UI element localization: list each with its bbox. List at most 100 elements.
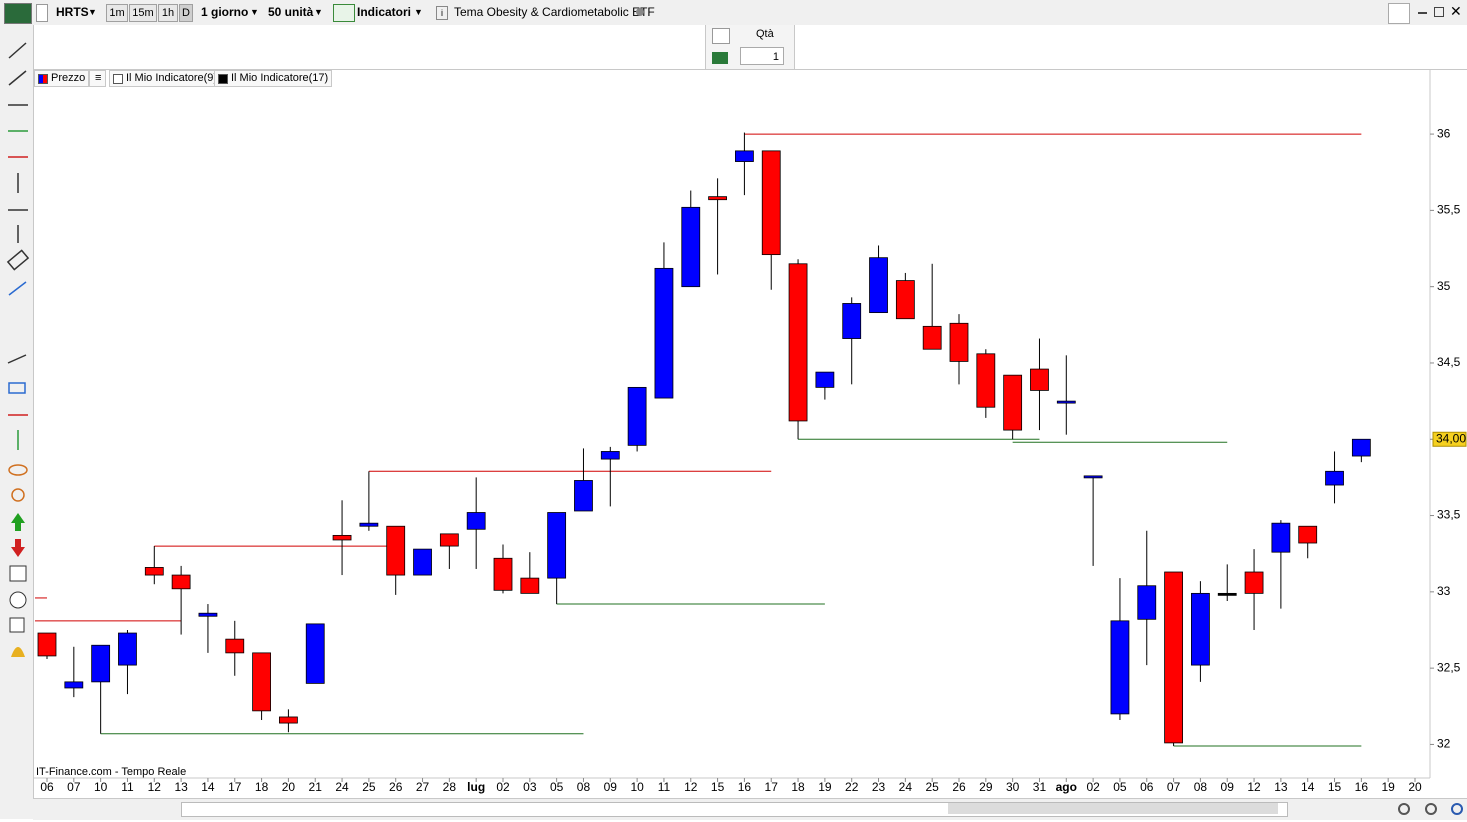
y-tick-label: 33,5 <box>1437 508 1461 522</box>
x-tick-label: 08 <box>1194 780 1208 794</box>
x-tick-label: 16 <box>1355 780 1369 794</box>
tool-trend[interactable] <box>8 281 27 296</box>
x-tick-label: 02 <box>496 780 510 794</box>
y-tick-label: 32 <box>1437 737 1451 751</box>
x-tick-label: 07 <box>67 780 81 794</box>
legend-swatch <box>218 74 228 84</box>
x-tick-label: 13 <box>174 780 188 794</box>
x-tick-label: 24 <box>899 780 913 794</box>
settings-icon[interactable] <box>712 28 730 44</box>
source-label: IT-Finance.com - Tempo Reale <box>36 766 186 778</box>
zoom-in[interactable] <box>1451 803 1463 815</box>
legend-menu[interactable]: ≡ <box>89 70 106 87</box>
legend-swatch <box>113 74 123 84</box>
tool-text[interactable] <box>9 565 27 582</box>
zoom-out[interactable] <box>1398 803 1410 815</box>
interval-button[interactable]: 1m <box>106 4 128 22</box>
x-tick-label: 25 <box>362 780 376 794</box>
candle-body <box>386 525 406 576</box>
x-tick-label: 11 <box>658 780 671 794</box>
tool-rect[interactable] <box>8 382 26 394</box>
y-tick-label: 35,5 <box>1437 203 1461 217</box>
x-tick-label: 14 <box>1301 780 1315 794</box>
x-tick-label: 19 <box>818 780 832 794</box>
units-select[interactable]: 50 unità <box>268 5 314 19</box>
y-tick-label: 32,5 <box>1437 660 1461 674</box>
candle-body <box>279 716 298 724</box>
x-tick-label: 11 <box>121 780 134 794</box>
tool-icons <box>6 42 30 657</box>
chart: IT-Finance.com - Tempo Reale 32 32,5 33 33,… <box>33 70 1467 794</box>
tool-ray[interactable] <box>8 70 27 86</box>
candle-body <box>574 480 593 512</box>
x-tick-label: 23 <box>872 780 886 794</box>
keypad-icon[interactable] <box>712 52 728 64</box>
tool-ruler[interactable] <box>6 249 30 271</box>
tool-alert[interactable] <box>11 647 25 657</box>
drawing-toolbar <box>0 25 34 819</box>
candle-body <box>1244 571 1264 594</box>
candle-body <box>144 567 164 576</box>
legend-entry[interactable]: Il Mio Indicatore(9) <box>109 70 222 87</box>
candle-body <box>1271 522 1291 553</box>
candle-body <box>976 353 996 408</box>
tool-pencil[interactable] <box>7 354 27 364</box>
dropdown-arrow: ▼ <box>414 7 423 17</box>
candle-body <box>735 150 754 162</box>
refresh-button[interactable] <box>1388 3 1410 24</box>
order-panel: Qtà 1 <box>705 25 795 69</box>
instrument-name: Tema Obesity & Cardiometabolic ETF <box>454 5 655 19</box>
tool-text-bubble[interactable] <box>9 591 27 609</box>
scroll-thumb[interactable] <box>948 803 1278 814</box>
candle-body <box>252 652 271 712</box>
interval-button[interactable]: D <box>179 4 193 22</box>
legend-entry[interactable]: Il Mio Indicatore(17) <box>214 70 333 87</box>
maximize-button[interactable] <box>1434 7 1444 17</box>
period-select[interactable]: 1 giorno <box>201 5 249 19</box>
top-toolbar: HRTS ▼ 1m 15m 1h D 1 giorno ▼ 50 unità ▼… <box>0 0 1467 26</box>
candle-body <box>895 280 915 320</box>
legend-entry[interactable]: Prezzo <box>34 70 90 87</box>
info-icon[interactable]: i <box>436 6 448 20</box>
candle-body <box>1056 400 1076 404</box>
candle-body <box>922 325 942 350</box>
minimize-button[interactable] <box>1418 12 1427 14</box>
candle-body <box>1110 620 1130 715</box>
legend-label: Il Mio Indicatore(9) <box>126 72 218 84</box>
close-button[interactable]: ✕ <box>1450 3 1462 19</box>
interval-button[interactable]: 15m <box>129 4 157 22</box>
indicators-button[interactable]: Indicatori <box>357 5 412 19</box>
app-logo[interactable] <box>4 3 32 24</box>
tool-arrow-up[interactable] <box>11 513 25 531</box>
indicators-icon[interactable] <box>333 4 355 22</box>
symbol-select[interactable]: HRTS <box>56 5 89 19</box>
tool-line[interactable] <box>8 42 27 59</box>
candle-body <box>600 451 620 460</box>
x-tick-label: 07 <box>1167 780 1181 794</box>
candle-body <box>1191 592 1210 666</box>
quantity-input[interactable]: 1 <box>740 47 784 65</box>
x-tick-label: 15 <box>1328 780 1342 794</box>
y-tick-label: 36 <box>1437 126 1451 140</box>
candle-body <box>1325 470 1344 486</box>
x-tick-label: 15 <box>711 780 725 794</box>
tool-arrow-down[interactable] <box>11 539 25 557</box>
candle-body <box>1137 585 1157 620</box>
zoom-out-2[interactable] <box>1425 803 1437 815</box>
tool-circle[interactable] <box>11 488 25 502</box>
candle-body <box>869 257 888 314</box>
tool-ellipse[interactable] <box>8 464 28 476</box>
x-tick-label: 09 <box>1221 780 1235 794</box>
candle-body <box>1164 571 1183 744</box>
interval-button[interactable]: 1h <box>158 4 178 22</box>
candle-body <box>1083 475 1103 479</box>
x-tick-label: 27 <box>416 780 430 794</box>
tool-text-plus[interactable] <box>9 617 25 633</box>
link-button[interactable] <box>36 4 48 22</box>
x-tick-label: 10 <box>630 780 644 794</box>
x-tick-label: ago <box>1056 780 1077 794</box>
candle-body <box>1298 525 1318 544</box>
candle-body <box>520 577 540 594</box>
x-tick-label: 20 <box>1408 780 1422 794</box>
candle-body <box>37 632 57 657</box>
